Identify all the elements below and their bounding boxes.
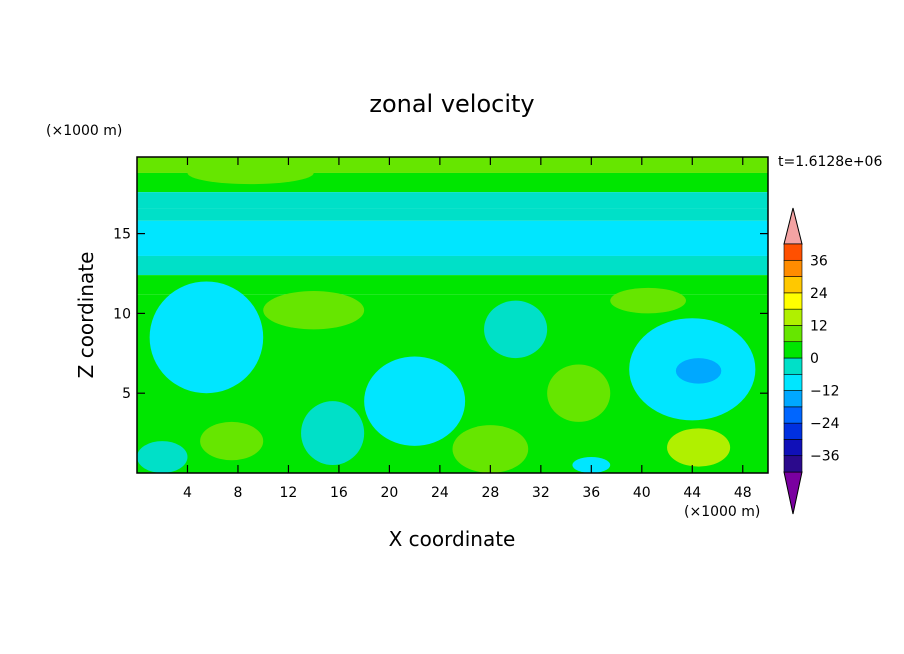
field-blob xyxy=(364,356,466,446)
colorbar-segment xyxy=(783,341,803,359)
colorbar-tick-label: −36 xyxy=(810,449,840,465)
colorbar-segment xyxy=(783,243,803,261)
colorbar-segment xyxy=(783,390,803,408)
colorbar-segment xyxy=(783,292,803,310)
x-tick-label: 48 xyxy=(734,485,752,501)
y-tick-label: 5 xyxy=(122,386,131,402)
field-blob xyxy=(452,425,529,473)
plot-frame xyxy=(136,156,769,474)
field-blob xyxy=(675,358,722,384)
field-band xyxy=(137,208,768,221)
x-tick-label: 16 xyxy=(330,485,348,501)
colorbar-segment xyxy=(783,325,803,343)
x-tick-label: 32 xyxy=(532,485,550,501)
x-tick-label: 8 xyxy=(233,485,242,501)
colorbar-tick-label: 24 xyxy=(810,286,828,302)
y-axis: 5 10 15 xyxy=(113,227,768,402)
colorbar-tick-label: 0 xyxy=(810,351,819,367)
field-blob xyxy=(484,300,548,359)
colorbar: 36 24 12 0 −12 −24 −36 xyxy=(783,207,840,515)
colorbar-tick-label: −12 xyxy=(810,384,840,400)
x-tick-label: 36 xyxy=(582,485,600,501)
field-blob xyxy=(137,441,188,473)
field-blob xyxy=(667,428,731,467)
x-tick-label: 20 xyxy=(380,485,398,501)
field-blob xyxy=(263,291,365,330)
y-tick-label: 10 xyxy=(113,306,131,322)
field-blob xyxy=(174,308,251,383)
y-tick-label: 15 xyxy=(113,227,131,243)
chart-title: zonal velocity xyxy=(369,90,534,118)
field-band xyxy=(137,275,768,295)
colorbar-segment xyxy=(783,439,803,457)
colorbar-segment xyxy=(783,259,803,277)
colorbar-segment xyxy=(783,276,803,294)
x-tick-label: 4 xyxy=(183,485,192,501)
colorbar-segment xyxy=(783,373,803,391)
x-tick-label: 44 xyxy=(683,485,701,501)
x-tick-label: 28 xyxy=(481,485,499,501)
y-axis-label: Z coordinate xyxy=(74,252,98,379)
x-axis: 4 8 12 16 20 24 28 32 36 40 44 48 xyxy=(183,157,752,501)
field-blob xyxy=(301,401,365,466)
field-blob xyxy=(610,287,686,314)
heatmap-field xyxy=(137,157,768,473)
x-axis-label: X coordinate xyxy=(389,527,516,551)
x-tick-label: 40 xyxy=(633,485,651,501)
time-label: t=1.6128e+06 xyxy=(778,154,882,170)
x-tick-label: 12 xyxy=(280,485,298,501)
colorbar-segment xyxy=(783,455,803,473)
y-unit-label: (×1000 m) xyxy=(46,123,122,139)
x-unit-label: (×1000 m) xyxy=(684,504,760,520)
field-band xyxy=(137,192,768,209)
colorbar-segment xyxy=(783,406,803,424)
colorbar-segment xyxy=(783,422,803,440)
colorbar-segment xyxy=(783,308,803,326)
field-band xyxy=(137,220,768,256)
field-blob xyxy=(200,421,264,461)
colorbar-tick-label: 36 xyxy=(810,253,828,269)
field-blob xyxy=(187,161,314,185)
colorbar-tick-label: −24 xyxy=(810,416,840,432)
colorbar-bottom-arrow xyxy=(783,471,803,515)
field-band xyxy=(137,255,768,276)
colorbar-tick-label: 12 xyxy=(810,318,828,334)
x-tick-label: 24 xyxy=(431,485,449,501)
field-blob xyxy=(547,364,611,422)
colorbar-top-arrow xyxy=(783,207,803,245)
colorbar-segment xyxy=(783,357,803,375)
